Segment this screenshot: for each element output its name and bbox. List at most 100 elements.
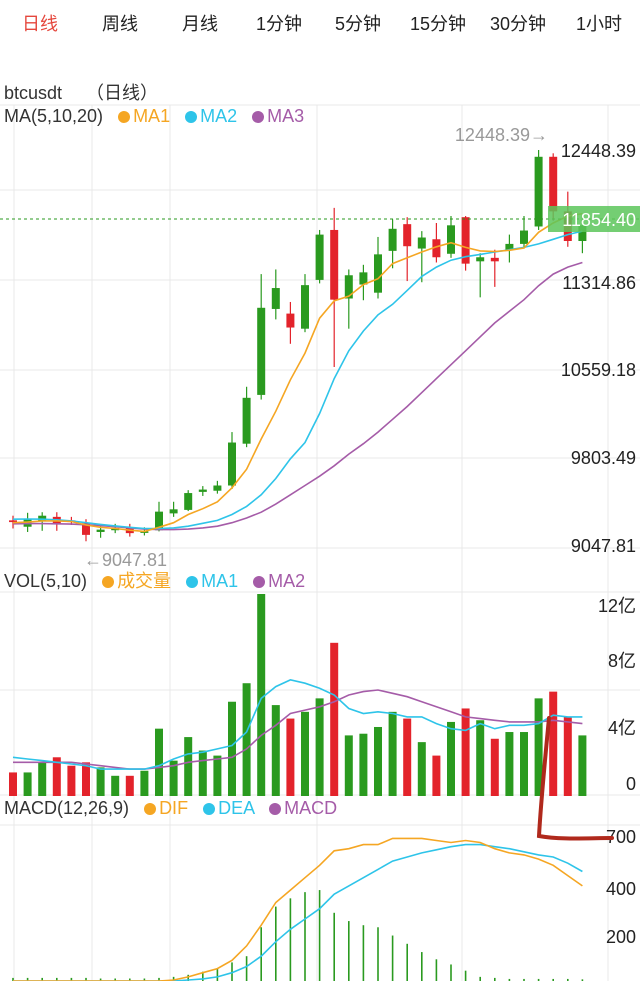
candle-body <box>432 239 441 258</box>
volume-bar <box>520 732 528 796</box>
volume-bar <box>228 701 236 796</box>
volume-bar <box>461 708 470 796</box>
tab-1hour[interactable]: 1小时 <box>576 14 623 34</box>
ma-legend-ma1-label: MA1 <box>133 106 171 126</box>
volume-bar <box>111 775 120 796</box>
tab-5min[interactable]: 5分钟 <box>335 14 382 34</box>
candle-body <box>490 257 499 262</box>
vol-legend-ma1-label: MA1 <box>201 571 239 591</box>
candle-body <box>315 234 324 280</box>
price-tick-label: 11314.86 <box>562 273 636 293</box>
volume-bar <box>388 711 397 796</box>
candle-body <box>578 225 587 241</box>
volume-bar <box>213 755 222 796</box>
price-tick-label: 9047.81 <box>571 536 636 556</box>
current-price-badge <box>548 205 640 232</box>
volume-bar <box>67 765 76 796</box>
volume-bar <box>286 718 295 796</box>
vol-legend: VOL(5,10) 成交量 MA1 MA2 <box>4 567 305 593</box>
volume-bar <box>578 735 587 796</box>
candle-body <box>330 229 339 300</box>
candle-body <box>344 275 353 299</box>
macd-tick-label: 200 <box>606 927 636 947</box>
grid <box>0 104 640 981</box>
candle-body <box>388 228 397 251</box>
macd-legend-title: MACD(12,26,9) <box>4 798 130 818</box>
price-tick-label: 10559.18 <box>561 360 636 380</box>
candle-body <box>534 156 543 227</box>
ma1-line <box>12 212 583 533</box>
volume-bar <box>534 698 543 796</box>
vol-ma1-line <box>12 679 583 770</box>
tab-1min[interactable]: 1分钟 <box>256 14 303 34</box>
candle-body <box>549 156 558 212</box>
volume-bar <box>403 718 412 796</box>
ma1-dot-icon <box>118 111 131 123</box>
max-price-label: 12448.39→ <box>455 125 548 145</box>
candle-body <box>476 257 485 262</box>
candle-body <box>9 520 17 523</box>
candle-body <box>301 285 309 329</box>
ma-legend-ma3: MA3 <box>252 106 304 126</box>
volume-bar <box>374 726 382 796</box>
candle-body <box>374 254 382 293</box>
macd-legend-dif-label: DIF <box>159 798 189 818</box>
volume-bar <box>198 750 207 796</box>
vol-legend-ma1: MA1 <box>186 571 238 591</box>
volume-tick-label: 4亿 <box>608 718 636 738</box>
candle-body <box>228 442 236 486</box>
candle-body <box>184 493 193 510</box>
volume-bar <box>125 775 134 796</box>
price-tick-label: 9803.49 <box>571 448 636 468</box>
volume-bar <box>257 594 266 796</box>
volume-bar <box>23 772 32 796</box>
volume-bar <box>359 733 368 796</box>
tab-monthly[interactable]: 月线 <box>182 14 218 34</box>
candle-body <box>169 509 178 514</box>
vol-legend-volume-label: 成交量 <box>117 571 172 591</box>
volume-bar <box>38 762 47 796</box>
candle-body <box>242 397 251 444</box>
volume-bar <box>242 683 251 796</box>
macd-legend-dif: DIF <box>144 798 188 818</box>
volume-tick-label: 0 <box>626 774 636 794</box>
macd-tick-label: 400 <box>606 879 636 899</box>
tab-daily[interactable]: 日线 <box>22 14 58 34</box>
candle-body <box>520 230 528 244</box>
ma-legend-ma2: MA2 <box>185 106 237 126</box>
candle-body <box>257 307 266 395</box>
volume-dot-icon <box>102 576 115 588</box>
candle-body <box>213 485 222 491</box>
tab-weekly[interactable]: 周线 <box>102 14 138 34</box>
ma3-line <box>12 261 583 531</box>
volume-bar <box>505 732 514 796</box>
hand-drawn-annotation <box>536 716 614 841</box>
macd-dot-icon <box>269 803 282 815</box>
price-panel <box>0 150 640 542</box>
volume-bar <box>417 742 426 796</box>
dif-line <box>13 837 583 981</box>
symbol-name: btcusdt <box>4 83 63 103</box>
tab-30min[interactable]: 30分钟 <box>490 14 547 34</box>
ma-legend-title: MA(5,10,20) <box>4 106 104 126</box>
volume-tick-label: 8亿 <box>608 651 636 671</box>
current-price-label: 11854.40 <box>562 210 636 230</box>
candle-body <box>286 313 295 328</box>
volume-bar <box>432 755 441 796</box>
tab-15min[interactable]: 15分钟 <box>410 14 467 34</box>
volume-bar <box>155 728 163 796</box>
volume-bar <box>344 735 353 796</box>
volume-bar <box>96 767 105 796</box>
ma2-line <box>12 230 583 530</box>
dea-line <box>13 843 583 981</box>
volume-bar <box>82 762 90 796</box>
candle-body <box>505 243 514 251</box>
volume-bar <box>184 737 193 796</box>
vol-ma2-dot-icon <box>253 576 266 588</box>
volume-bar <box>330 642 339 796</box>
volume-bar <box>271 705 280 796</box>
timeframe-tabs: 日线 周线 月线 1分钟 5分钟 15分钟 30分钟 1小时 <box>0 0 640 44</box>
macd-legend: MACD(12,26,9) DIF DEA MACD <box>4 798 337 819</box>
volume-bar <box>563 716 572 796</box>
